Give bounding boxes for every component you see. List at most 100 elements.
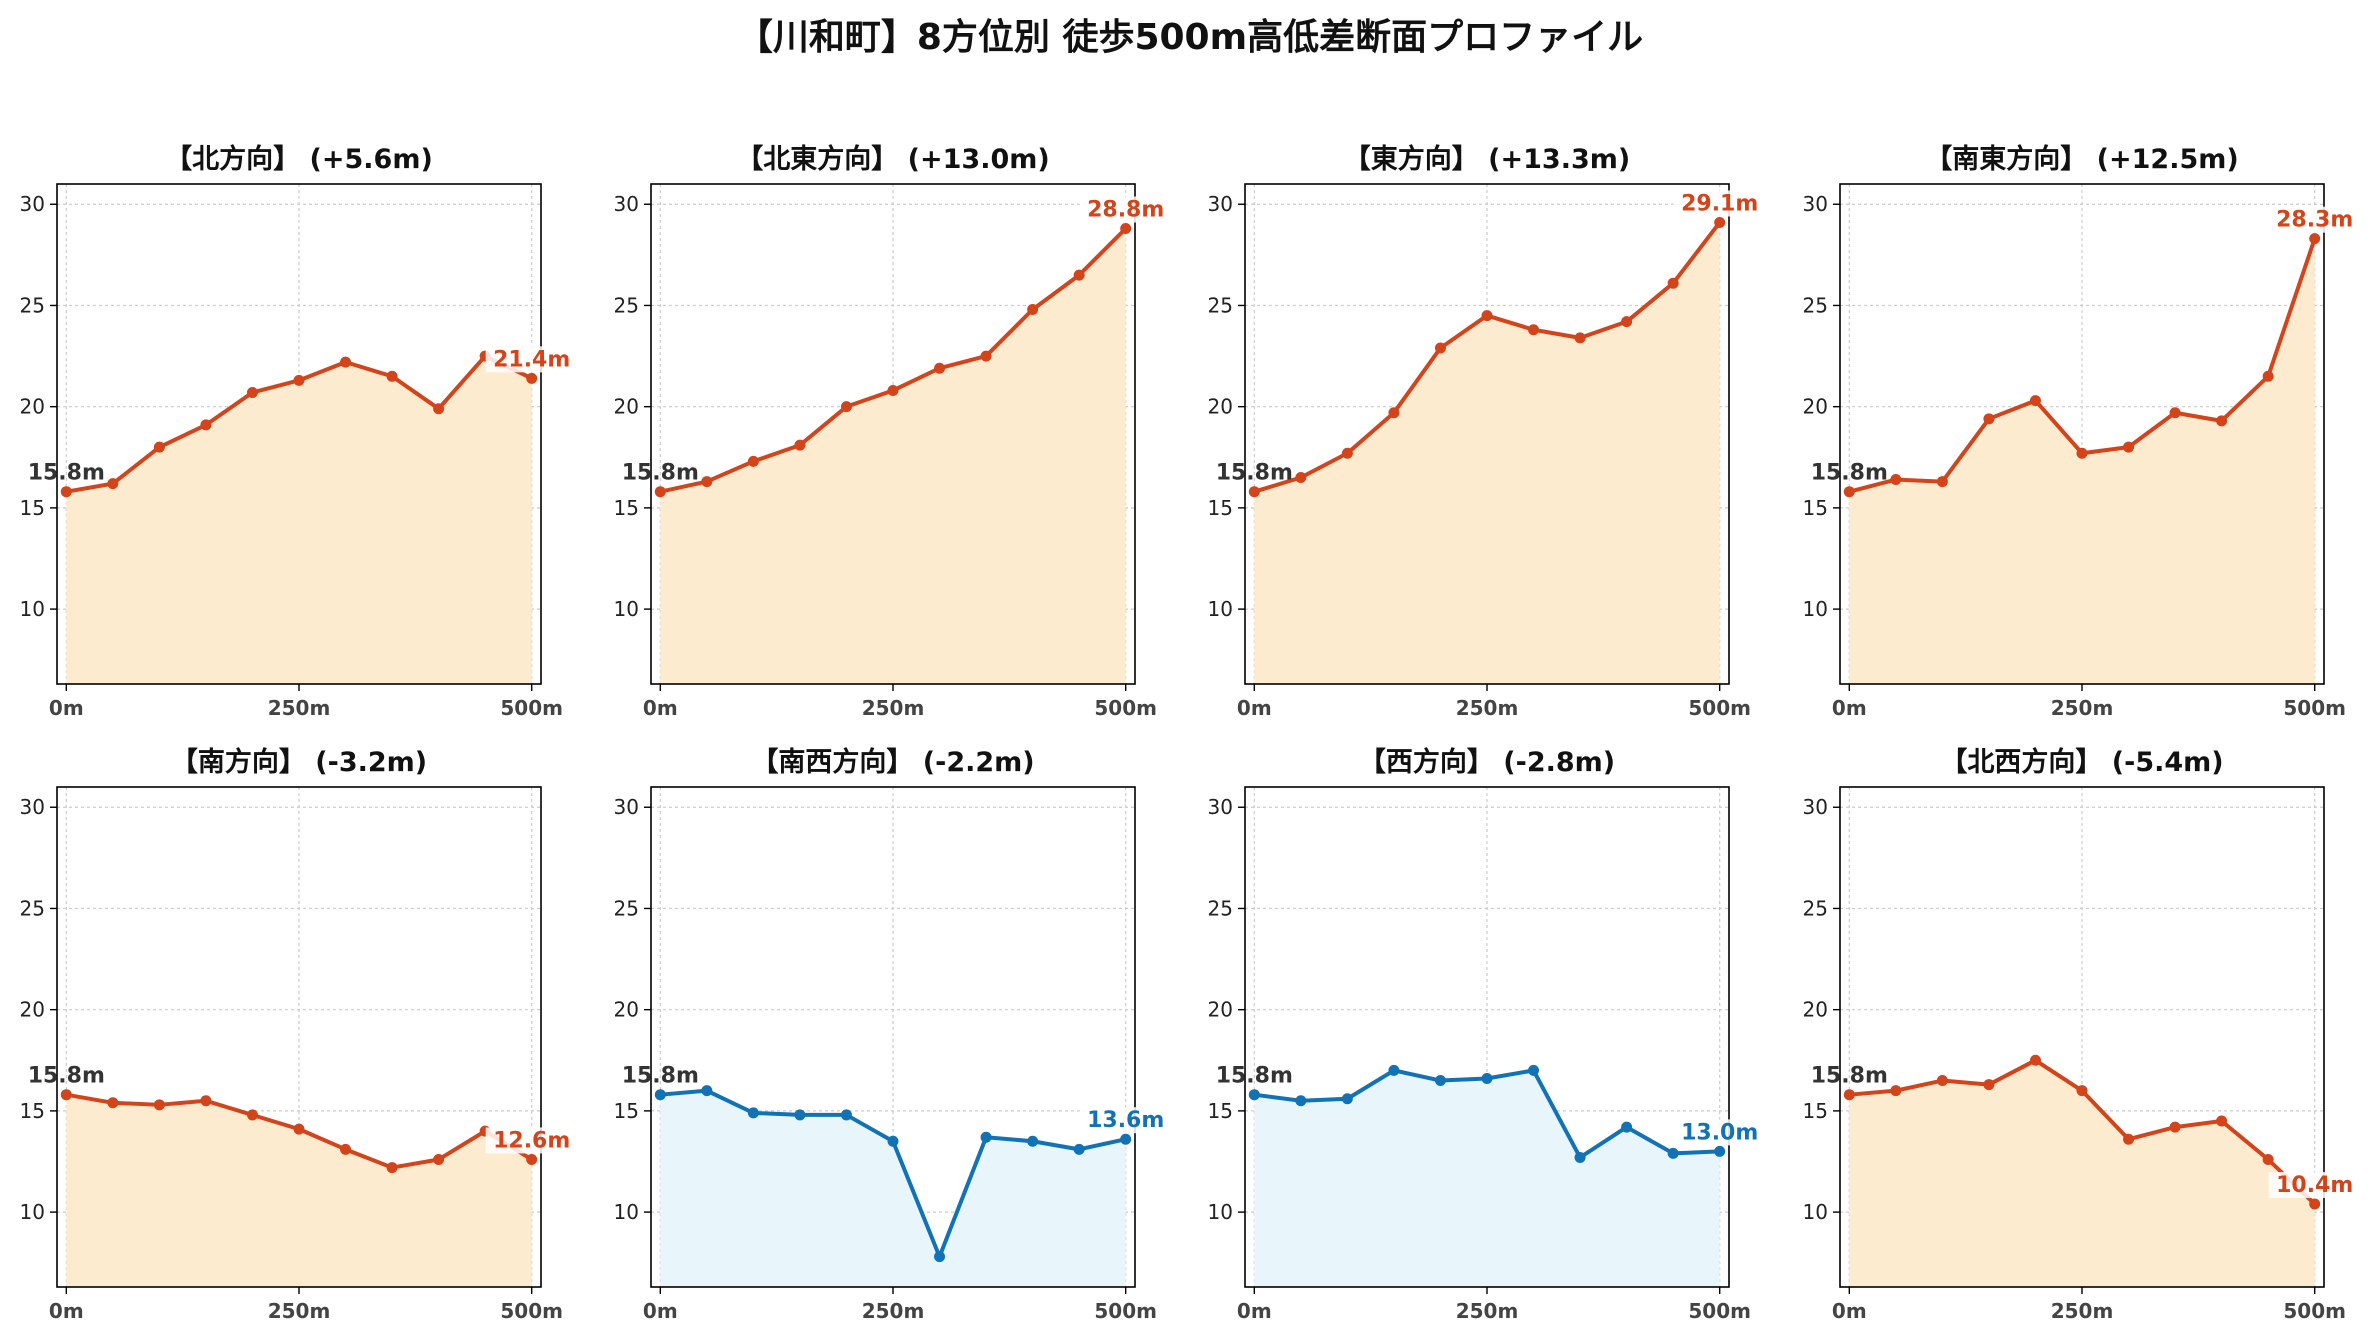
- data-point: [934, 1251, 946, 1263]
- data-point: [2216, 415, 2228, 427]
- y-tick-label: 20: [1208, 998, 1233, 1022]
- panel-title: 【南方向】 (-3.2m): [171, 746, 427, 778]
- x-tick-label: 0m: [49, 696, 84, 720]
- y-tick-label: 30: [1208, 795, 1233, 819]
- data-point: [1890, 474, 1902, 486]
- x-tick-label: 0m: [1832, 696, 1867, 720]
- chart-panel-3: 【東方向】 (+13.3m) 10 15 20 25 30 0m 250m 500m 15.8m 2…: [1208, 143, 1766, 720]
- data-point: [1621, 1121, 1633, 1133]
- data-point: [1714, 216, 1726, 228]
- data-point: [1295, 1095, 1307, 1107]
- x-tick-label: 500m: [1094, 696, 1157, 720]
- data-point: [107, 1097, 119, 1109]
- data-point: [1073, 269, 1085, 281]
- end-value-label: 12.6m: [493, 1128, 570, 1153]
- data-point: [2309, 233, 2321, 245]
- end-label-halo: [2268, 206, 2361, 233]
- data-point: [1248, 486, 1260, 498]
- data-point: [887, 1135, 899, 1147]
- y-tick-label: 20: [1803, 395, 1828, 419]
- data-point: [2262, 370, 2274, 382]
- data-point: [2169, 1121, 2181, 1133]
- data-point: [701, 476, 713, 488]
- data-point: [340, 356, 352, 368]
- chart-panel-6: 【南西方向】 (-2.2m) 10 15 20 25 30 0m 250m 500m 15.8m 1…: [614, 746, 1172, 1323]
- y-tick-label: 25: [1803, 293, 1828, 317]
- y-tick-label: 20: [614, 998, 639, 1022]
- data-point: [1120, 1133, 1132, 1145]
- data-point: [2029, 395, 2041, 407]
- data-point: [747, 1107, 759, 1119]
- y-tick-label: 20: [1803, 998, 1828, 1022]
- data-point: [1936, 476, 1948, 488]
- data-point: [246, 1109, 258, 1121]
- figure-title: 【川和町】8方位別 徒歩500m高低差断面プロファイル: [736, 17, 1644, 58]
- start-value-label: 15.8m: [1216, 461, 1293, 486]
- x-tick-label: 500m: [1094, 1299, 1157, 1323]
- data-point: [1936, 1075, 1948, 1087]
- data-point: [840, 401, 852, 413]
- end-label-halo: [2268, 1172, 2361, 1199]
- y-tick-label: 30: [614, 192, 639, 216]
- y-tick-label: 10: [1208, 1200, 1233, 1224]
- y-tick-label: 25: [1803, 896, 1828, 920]
- data-point: [1248, 1089, 1260, 1101]
- data-point: [386, 370, 398, 382]
- data-point: [934, 362, 946, 374]
- data-point: [840, 1109, 852, 1121]
- data-point: [526, 372, 538, 384]
- y-tick-label: 30: [1208, 192, 1233, 216]
- data-point: [153, 441, 165, 453]
- y-tick-label: 30: [20, 192, 45, 216]
- y-tick-label: 25: [1208, 896, 1233, 920]
- start-value-label: 15.8m: [622, 461, 699, 486]
- y-tick-label: 10: [1803, 1200, 1828, 1224]
- y-tick-label: 20: [1208, 395, 1233, 419]
- y-tick-label: 15: [20, 496, 45, 520]
- end-value-label: 13.6m: [1087, 1108, 1164, 1133]
- y-tick-label: 30: [1803, 192, 1828, 216]
- x-tick-label: 500m: [500, 1299, 563, 1323]
- data-point: [1574, 332, 1586, 344]
- data-point: [2169, 407, 2181, 419]
- y-tick-label: 25: [20, 896, 45, 920]
- data-point: [2262, 1153, 2274, 1165]
- chart-panel-1: 【北方向】 (+5.6m) 10 15 20 25 30 0m 250m 500m 15.8m 21…: [20, 143, 578, 720]
- end-value-label: 13.0m: [1681, 1120, 1758, 1145]
- data-point: [1434, 342, 1446, 354]
- data-point: [2029, 1054, 2041, 1066]
- start-value-label: 15.8m: [28, 1064, 105, 1089]
- data-point: [1434, 1075, 1446, 1087]
- data-point: [794, 439, 806, 451]
- chart-panel-8: 【北西方向】 (-5.4m) 10 15 20 25 30 0m 250m 500m 15.8m 1…: [1803, 746, 2361, 1323]
- data-point: [153, 1099, 165, 1111]
- panel-title: 【南東方向】 (+12.5m): [1925, 143, 2238, 175]
- end-label-halo: [1079, 196, 1172, 223]
- data-point: [701, 1085, 713, 1097]
- series-area: [66, 1094, 532, 1287]
- data-point: [1295, 472, 1307, 484]
- panel-title: 【北西方向】 (-5.4m): [1940, 746, 2223, 778]
- x-tick-label: 0m: [643, 1299, 678, 1323]
- end-value-label: 29.1m: [1681, 191, 1758, 216]
- y-tick-label: 20: [614, 395, 639, 419]
- y-tick-label: 15: [1208, 1099, 1233, 1123]
- y-tick-label: 10: [1208, 597, 1233, 621]
- data-point: [386, 1162, 398, 1174]
- data-point: [246, 387, 258, 399]
- y-tick-label: 10: [614, 1200, 639, 1224]
- end-label-halo: [1079, 1107, 1172, 1134]
- series-area: [660, 1090, 1126, 1287]
- data-point: [794, 1109, 806, 1121]
- end-value-label: 28.3m: [2276, 208, 2353, 233]
- y-tick-label: 15: [1803, 496, 1828, 520]
- data-point: [1528, 324, 1540, 336]
- data-point: [1027, 304, 1039, 316]
- y-tick-label: 15: [20, 1099, 45, 1123]
- series-area: [1849, 1060, 2315, 1287]
- data-point: [2076, 1085, 2088, 1097]
- series-area: [1254, 222, 1720, 684]
- series-area: [1254, 1070, 1720, 1287]
- x-tick-label: 250m: [862, 1299, 925, 1323]
